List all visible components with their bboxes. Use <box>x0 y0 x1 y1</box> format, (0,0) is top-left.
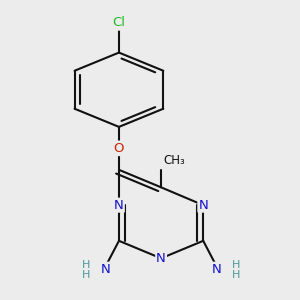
Text: H: H <box>232 260 240 270</box>
Text: CH₃: CH₃ <box>163 154 185 167</box>
Text: N: N <box>156 252 166 265</box>
Text: N: N <box>198 199 208 212</box>
Text: H: H <box>82 269 90 280</box>
Text: Cl: Cl <box>112 16 125 29</box>
Text: N: N <box>114 199 124 212</box>
Text: N: N <box>212 263 221 276</box>
Text: H: H <box>232 269 240 280</box>
Text: O: O <box>114 142 124 155</box>
Text: N: N <box>101 263 110 276</box>
Text: H: H <box>82 260 90 270</box>
